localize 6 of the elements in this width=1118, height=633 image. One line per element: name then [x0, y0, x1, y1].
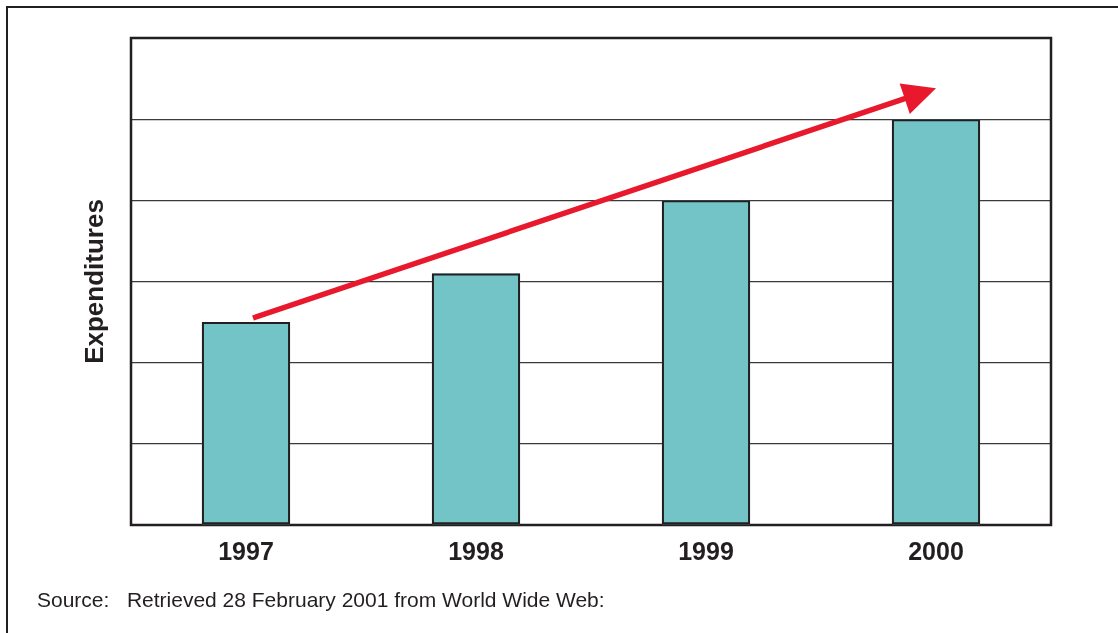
source-note: Source: Retrieved 28 February 2001 from World Wide Web:: [37, 588, 605, 612]
x-tick-label: 1998: [448, 536, 504, 565]
x-tick-label: 1997: [218, 536, 274, 565]
y-axis-title: Expenditures: [78, 199, 109, 364]
x-tick-label: 2000: [908, 536, 964, 565]
x-tick-label: 1999: [678, 536, 734, 565]
